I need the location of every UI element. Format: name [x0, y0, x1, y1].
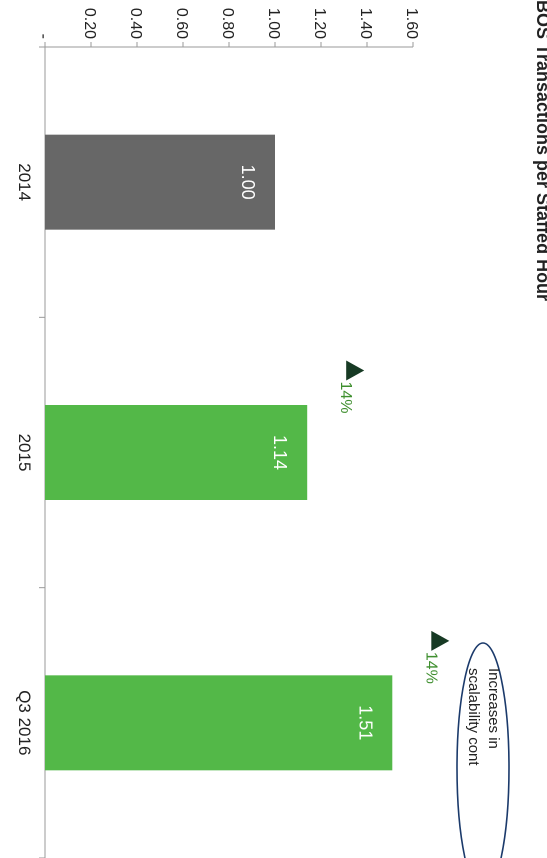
x-axis: 2014 2015 Q3 2016: [15, 46, 46, 858]
growth-percentage: 14%: [337, 381, 354, 413]
up-arrow-icon: [431, 630, 450, 651]
bar: [45, 134, 275, 230]
x-tick-label: 2015: [15, 434, 34, 472]
y-tick-label: 1.40: [357, 8, 374, 39]
x-tick-label: Q3 2016: [15, 690, 34, 755]
bar-value-label: 1.00: [238, 165, 258, 200]
y-tick-label: 0.40: [127, 8, 144, 39]
growth-percentage: 14%: [422, 652, 439, 684]
annotation-callout: Increases in scalability cont: [456, 642, 510, 858]
bar: [45, 675, 393, 771]
callout-text-line: Increases in: [485, 668, 502, 749]
growth-annotations: 14% 14%: [337, 360, 450, 684]
bars: 1.00 1.14 1.51: [44, 134, 393, 771]
bar-value-label: 1.14: [270, 435, 290, 470]
y-tick-label: 1.20: [311, 8, 328, 39]
y-tick-label: 1.60: [403, 8, 420, 39]
bar: [44, 405, 308, 500]
callout-text-line: scalability cont: [465, 668, 482, 766]
callout-outline: [456, 642, 510, 858]
y-tick-label: -: [35, 34, 52, 39]
chart-title: BOS Transactions per Staffed Hour: [533, 0, 547, 301]
up-arrow-icon: [346, 360, 365, 381]
chart-frame: BOS Transactions per Staffed Hour Increa…: [15, 0, 547, 858]
y-tick-label: 1.00: [265, 8, 282, 39]
y-tick-label: 0.60: [173, 8, 190, 39]
y-tick-label: 0.80: [219, 8, 236, 39]
y-tick-label: 0.20: [81, 8, 98, 39]
x-tick-label: 2014: [15, 163, 34, 201]
bar-value-label: 1.51: [355, 705, 375, 740]
y-axis: - 0.20 0.40 0.60 0.80 1.00 1.20 1.40 1.60: [35, 8, 420, 48]
